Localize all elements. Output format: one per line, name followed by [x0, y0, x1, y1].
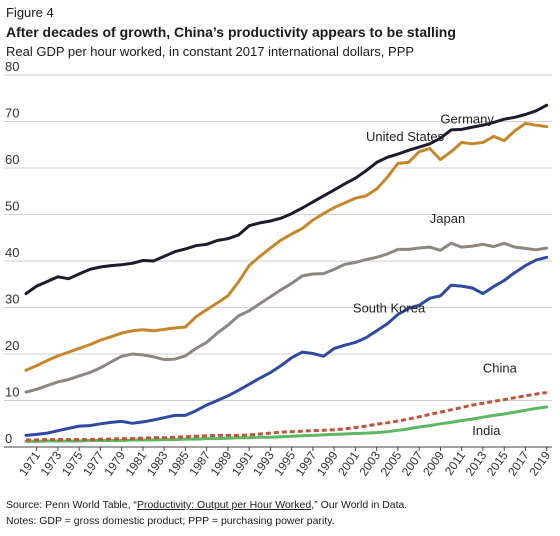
series-line-united-states	[24, 103, 549, 296]
x-tick-label: 1987	[186, 448, 213, 478]
x-tick-label: 1999	[314, 448, 341, 478]
x-tick-label: 1995	[271, 448, 298, 478]
x-tick-label: 2003	[356, 448, 383, 478]
series-label: Germany	[440, 112, 494, 127]
y-tick-label: 60	[5, 152, 19, 167]
x-tick-label: 1993	[250, 448, 277, 478]
x-tick-label: 2011	[442, 448, 468, 477]
x-tick-label: 2005	[378, 448, 405, 478]
source-link[interactable]: Productivity: Output per Hour Worked	[136, 499, 312, 511]
y-tick-label: 70	[5, 106, 19, 121]
y-tick-label: 80	[5, 59, 19, 74]
x-tick-label: 1989	[208, 448, 235, 478]
series-label: South Korea	[353, 301, 426, 316]
series-line-japan	[24, 241, 549, 394]
notes: Notes: GDP = gross domestic product; PPP…	[6, 515, 335, 527]
series-label: China	[483, 360, 518, 375]
y-tick-label: 10	[5, 385, 19, 400]
x-tick-label: 2015	[484, 448, 511, 478]
series-label: India	[472, 423, 501, 438]
x-tick-label: 1973	[38, 448, 65, 478]
series-label: Japan	[430, 211, 465, 226]
y-tick-label: 20	[5, 338, 19, 353]
x-tick-label: 2019	[526, 448, 553, 478]
x-tick-label: 1983	[144, 448, 171, 478]
figure-label: Figure 4	[6, 5, 54, 20]
x-tick-label: 1997	[293, 448, 320, 478]
x-tick-label: 2017	[505, 448, 532, 478]
series-line-china	[26, 391, 547, 442]
x-tick-label: 2009	[420, 448, 447, 478]
source-suffix: ,” Our World in Data.	[311, 499, 408, 511]
series-line-south-korea	[24, 255, 549, 437]
series-line-germany	[24, 121, 549, 372]
x-tick-label: 1979	[101, 448, 128, 478]
x-tick-label: 1975	[59, 448, 86, 478]
y-tick-label: 0	[5, 431, 12, 446]
x-tick-label: 1985	[165, 448, 192, 478]
x-tick-label: 2007	[399, 448, 426, 478]
source-prefix: Source: Penn World Table, “	[6, 499, 137, 511]
y-tick-label: 30	[5, 292, 19, 307]
y-tick-label: 50	[5, 199, 19, 214]
chart-subtitle: Real GDP per hour worked, in constant 20…	[6, 44, 415, 59]
line-chart: 0102030405060708019711973197519771979198…	[4, 59, 553, 479]
y-tick-label: 40	[5, 245, 19, 260]
source-note: Source: Penn World Table, “Productivity:…	[6, 499, 407, 511]
x-tick-label: 2001	[335, 448, 362, 478]
series-label: United States	[366, 129, 445, 144]
x-tick-label: 1991	[229, 448, 256, 478]
x-tick-label: 2013	[463, 448, 490, 478]
series-line-india	[24, 405, 549, 443]
x-tick-label: 1977	[80, 448, 107, 478]
chart-title: After decades of growth, China’s product…	[6, 24, 456, 40]
x-tick-label: 1971	[16, 448, 43, 478]
x-tick-label: 1981	[123, 448, 150, 478]
